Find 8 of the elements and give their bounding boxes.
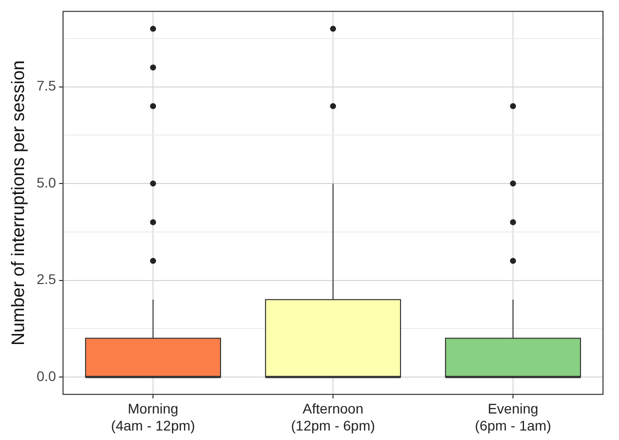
y-tick-label: 5.0 [36, 174, 56, 190]
x-tick-label: Evening (6pm - 1am) [474, 400, 552, 434]
x-tick-label: Morning (4am - 12pm) [111, 400, 196, 434]
y-tick-label: 2.5 [36, 271, 56, 288]
y-axis-title: Number of interruptions per session [8, 60, 28, 346]
y-tick-label: 0.0 [36, 368, 56, 384]
x-tick-label: Afternoon (12pm - 6pm) [291, 400, 376, 434]
y-tick-label: 7.5 [36, 78, 56, 94]
